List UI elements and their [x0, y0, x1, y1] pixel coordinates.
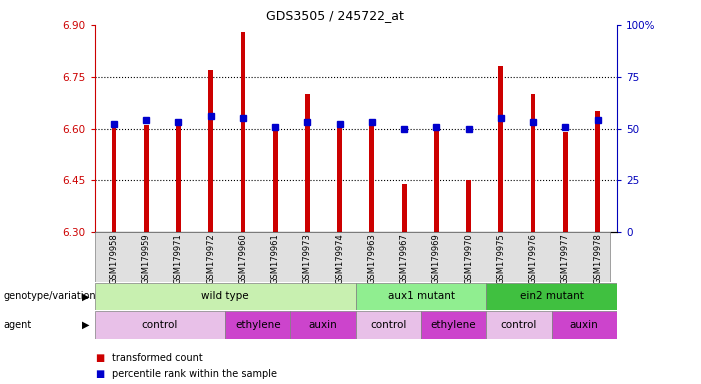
Text: ■: ■ [95, 353, 104, 363]
Bar [563, 132, 568, 232]
FancyBboxPatch shape [95, 283, 355, 310]
Text: GSM179969: GSM179969 [432, 233, 441, 284]
Bar [402, 184, 407, 232]
Text: control: control [370, 320, 407, 330]
Text: ein2 mutant: ein2 mutant [519, 291, 583, 301]
Text: GSM179963: GSM179963 [367, 233, 376, 284]
FancyBboxPatch shape [355, 311, 421, 339]
Text: ■: ■ [95, 369, 104, 379]
Bar [498, 66, 503, 232]
Text: agent: agent [4, 320, 32, 330]
Text: ethylene: ethylene [235, 320, 280, 330]
Bar [595, 111, 600, 232]
FancyBboxPatch shape [355, 283, 486, 310]
Text: GSM179978: GSM179978 [593, 233, 602, 284]
Bar [531, 94, 536, 232]
Text: control: control [142, 320, 178, 330]
Bar [111, 125, 116, 232]
Text: transformed count: transformed count [112, 353, 203, 363]
Text: GSM179971: GSM179971 [174, 233, 183, 284]
Text: wild type: wild type [201, 291, 249, 301]
Text: auxin: auxin [570, 320, 599, 330]
Text: control: control [501, 320, 537, 330]
Bar [466, 180, 471, 232]
FancyBboxPatch shape [486, 283, 617, 310]
Text: GSM179975: GSM179975 [496, 233, 505, 284]
Text: GSM179974: GSM179974 [335, 233, 344, 284]
FancyBboxPatch shape [225, 311, 290, 339]
Text: GSM179976: GSM179976 [529, 233, 538, 284]
Bar [144, 125, 149, 232]
Bar [273, 129, 278, 232]
FancyBboxPatch shape [486, 311, 552, 339]
Text: ▶: ▶ [82, 320, 90, 330]
FancyBboxPatch shape [95, 311, 225, 339]
Bar [305, 94, 310, 232]
Text: GSM179977: GSM179977 [561, 233, 570, 284]
Text: GSM179959: GSM179959 [142, 233, 151, 284]
FancyBboxPatch shape [552, 311, 617, 339]
Text: aux1 mutant: aux1 mutant [388, 291, 454, 301]
Text: ethylene: ethylene [431, 320, 477, 330]
Bar [176, 122, 181, 232]
FancyBboxPatch shape [95, 232, 611, 282]
Text: GSM179958: GSM179958 [109, 233, 118, 284]
Text: percentile rank within the sample: percentile rank within the sample [112, 369, 277, 379]
Text: GSM179972: GSM179972 [206, 233, 215, 284]
FancyBboxPatch shape [290, 311, 355, 339]
Text: genotype/variation: genotype/variation [4, 291, 96, 301]
Text: GSM179973: GSM179973 [303, 233, 312, 284]
Text: ▶: ▶ [82, 291, 90, 301]
Bar [240, 32, 245, 232]
Bar [434, 129, 439, 232]
Bar [337, 122, 342, 232]
FancyBboxPatch shape [421, 311, 486, 339]
Text: GSM179970: GSM179970 [464, 233, 473, 284]
Text: GSM179960: GSM179960 [238, 233, 247, 284]
Text: GSM179961: GSM179961 [271, 233, 280, 284]
Text: auxin: auxin [308, 320, 337, 330]
Bar [369, 122, 374, 232]
Bar [208, 70, 213, 232]
Title: GDS3505 / 245722_at: GDS3505 / 245722_at [266, 9, 404, 22]
Text: GSM179967: GSM179967 [400, 233, 409, 284]
